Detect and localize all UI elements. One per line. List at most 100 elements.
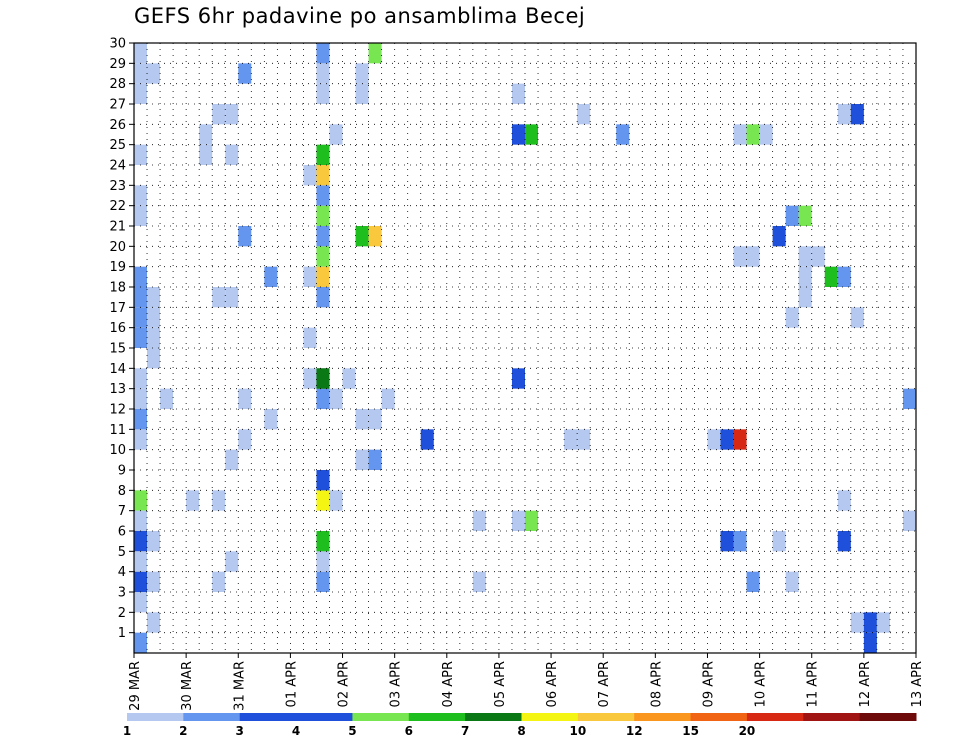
heatmap-cell	[147, 612, 161, 633]
y-axis-ticks: 1234567891011121314151617181920212223242…	[109, 37, 134, 641]
heatmap-cell	[525, 510, 539, 531]
heatmap-cell	[811, 246, 825, 267]
heatmap-cell	[147, 287, 161, 308]
y-tick-label: 28	[109, 77, 126, 92]
legend-swatch	[803, 713, 861, 721]
y-tick-label: 6	[118, 525, 126, 540]
heatmap-cell	[902, 388, 916, 409]
heatmap-cell	[525, 124, 539, 145]
x-tick-label: 12 APR	[858, 661, 873, 707]
heatmap-cell	[238, 226, 252, 247]
heatmap-cell	[316, 470, 330, 491]
heatmap-cell	[472, 571, 486, 592]
heatmap-cell	[225, 551, 239, 572]
heatmap-cell	[759, 124, 773, 145]
color-legend: 1 2 3 4 5 6 7 8 10 12 15 20	[123, 713, 917, 738]
x-tick-label: 01 APR	[284, 661, 299, 707]
heatmap-cell	[134, 551, 148, 572]
heatmap-cell	[316, 368, 330, 389]
heatmap-cells	[134, 43, 916, 653]
heatmap-cell	[316, 63, 330, 84]
heatmap-cell	[355, 449, 369, 470]
heatmap-cell	[720, 531, 734, 552]
heatmap-cell	[733, 246, 747, 267]
y-tick-label: 19	[109, 260, 126, 275]
heatmap-cell	[837, 104, 851, 125]
y-tick-label: 16	[109, 321, 126, 336]
heatmap-cell	[798, 246, 812, 267]
heatmap-cell	[238, 388, 252, 409]
heatmap-cell	[746, 246, 760, 267]
heatmap-cell	[225, 144, 239, 165]
y-tick-label: 11	[109, 423, 126, 438]
legend-label: 6	[405, 724, 413, 738]
legend-swatch	[634, 713, 692, 721]
heatmap-cell	[381, 388, 395, 409]
heatmap-cell	[134, 63, 148, 84]
x-tick-label: 30 MAR	[180, 661, 195, 711]
heatmap-cell	[837, 531, 851, 552]
x-tick-label: 06 APR	[545, 661, 560, 707]
heatmap-cell	[303, 266, 317, 287]
heatmap-cell	[329, 490, 343, 511]
heatmap-cell	[798, 287, 812, 308]
x-tick-label: 09 APR	[701, 661, 716, 707]
heatmap-cell	[316, 226, 330, 247]
heatmap-cell	[134, 409, 148, 430]
y-tick-label: 7	[118, 504, 126, 519]
heatmap-cell	[134, 307, 148, 328]
heatmap-cell	[134, 266, 148, 287]
y-tick-label: 29	[109, 57, 126, 72]
heatmap-cell	[850, 104, 864, 125]
heatmap-cell	[876, 612, 890, 633]
heatmap-cell	[147, 307, 161, 328]
heatmap-cell	[772, 531, 786, 552]
heatmap-cell	[238, 63, 252, 84]
y-tick-label: 10	[109, 443, 126, 458]
y-tick-label: 24	[109, 159, 126, 174]
legend-swatch	[127, 713, 184, 721]
legend-label: 15	[682, 724, 699, 738]
y-tick-label: 12	[109, 403, 126, 418]
x-tick-label: 11 APR	[806, 661, 821, 707]
heatmap-cell	[134, 531, 148, 552]
heatmap-cell	[303, 165, 317, 186]
x-tick-label: 05 APR	[493, 661, 508, 707]
heatmap-cell	[147, 327, 161, 348]
heatmap-cell	[186, 490, 200, 511]
y-tick-label: 1	[118, 626, 126, 641]
heatmap-cell	[355, 409, 369, 430]
legend-swatch	[352, 713, 410, 721]
heatmap-cell	[785, 571, 799, 592]
legend-swatch	[183, 713, 241, 721]
y-tick-label: 26	[109, 118, 126, 133]
heatmap-cell	[147, 571, 161, 592]
heatmap-cell	[212, 490, 226, 511]
x-tick-label: 02 APR	[337, 661, 352, 707]
heatmap-cell	[134, 429, 148, 450]
y-tick-label: 5	[118, 545, 126, 560]
heatmap-cell	[225, 104, 239, 125]
legend-label: 3	[236, 724, 244, 738]
heatmap-cell	[134, 388, 148, 409]
heatmap-cell	[733, 531, 747, 552]
legend-label: 12	[626, 724, 643, 738]
heatmap-cell	[616, 124, 630, 145]
heatmap-cell	[199, 124, 213, 145]
heatmap-cell	[316, 185, 330, 206]
heatmap-cell	[147, 348, 161, 369]
legend-label: 4	[292, 724, 300, 738]
y-tick-label: 30	[109, 37, 126, 52]
heatmap-cell	[134, 144, 148, 165]
heatmap-cell	[837, 266, 851, 287]
heatmap-cell	[342, 368, 356, 389]
heatmap-cell	[212, 571, 226, 592]
heatmap-cell	[134, 205, 148, 226]
heatmap-cell	[134, 43, 148, 64]
heatmap-cell	[772, 226, 786, 247]
heatmap-cell	[746, 124, 760, 145]
heatmap-cell	[824, 266, 838, 287]
legend-label: 5	[348, 724, 356, 738]
x-tick-label: 13 APR	[910, 661, 925, 707]
